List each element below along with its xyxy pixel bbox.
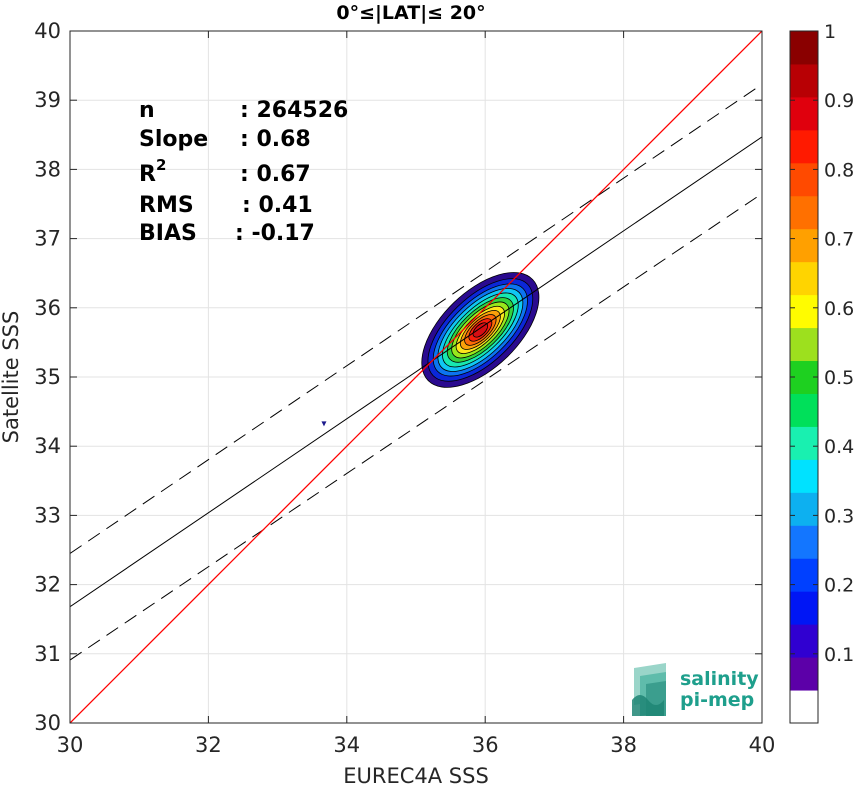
fit-line bbox=[70, 136, 762, 608]
identity-line bbox=[70, 31, 762, 723]
y-tick-label: 30 bbox=[34, 711, 61, 735]
colorbar-tick-label: 0.8 bbox=[824, 159, 854, 181]
colorbar-tick-label: 0.6 bbox=[824, 298, 854, 320]
x-tick-label: 40 bbox=[749, 733, 776, 757]
colorbar-segment bbox=[790, 558, 818, 592]
colorbar-segment bbox=[790, 261, 818, 296]
y-tick-label: 34 bbox=[34, 434, 61, 458]
y-tick-label: 31 bbox=[34, 642, 61, 666]
y-axis-label: Satellite SSS bbox=[0, 311, 23, 444]
colorbar-segment bbox=[790, 393, 818, 427]
colorbar-tick-label: 0.2 bbox=[824, 575, 854, 597]
stat-label: n bbox=[139, 98, 155, 123]
y-tick-label: 38 bbox=[34, 157, 61, 181]
logo-text-line2: pi-mep bbox=[680, 689, 754, 711]
colorbar-segment bbox=[790, 624, 818, 658]
colorbar-segment bbox=[790, 63, 818, 98]
fit-upper-dashed-line bbox=[70, 83, 762, 554]
stat-value: : 264526 bbox=[240, 98, 348, 123]
y-tick-label: 32 bbox=[34, 573, 61, 597]
grid bbox=[70, 31, 762, 723]
colorbar-segment bbox=[790, 525, 818, 559]
colorbar-tick-label: 0.1 bbox=[824, 644, 854, 666]
x-tick-label: 30 bbox=[57, 733, 84, 757]
x-tick-label: 36 bbox=[472, 733, 499, 757]
x-tick-label: 34 bbox=[333, 733, 360, 757]
wave-logo-icon bbox=[632, 663, 666, 716]
colorbar-segment bbox=[790, 426, 818, 460]
y-tick-label: 35 bbox=[34, 365, 61, 389]
stat-label: Slope bbox=[139, 127, 208, 152]
colorbar-segment bbox=[790, 228, 818, 263]
stat-value: : 0.41 bbox=[242, 193, 313, 218]
stat-value: : -0.17 bbox=[235, 221, 315, 246]
axis-ticks: 30 32 34 36 38 40 30 31 32 33 34 35 36 37 38 39 40 bbox=[34, 19, 775, 757]
colorbar-segment bbox=[790, 294, 818, 329]
x-tick-label: 32 bbox=[195, 733, 222, 757]
logo-text-line1: salinity bbox=[680, 668, 759, 690]
colorbar-segment bbox=[790, 657, 818, 691]
colorbar-segment bbox=[790, 195, 818, 230]
salinity-pi-mep-logo: salinity pi-mep bbox=[632, 663, 759, 716]
y-tick-label: 37 bbox=[34, 227, 61, 251]
colorbar-segment bbox=[790, 31, 818, 65]
stat-value: : 0.67 bbox=[240, 162, 311, 187]
colorbar-tick-label: 1 bbox=[824, 21, 836, 43]
colorbar-tick-label: 0.9 bbox=[824, 90, 854, 112]
colorbar-segment bbox=[790, 492, 818, 526]
y-tick-label: 39 bbox=[34, 88, 61, 112]
stat-label: R bbox=[139, 162, 156, 187]
colorbar-segment bbox=[790, 690, 818, 724]
chart-title: 0°≤|LAT|≤ 20° bbox=[336, 2, 485, 24]
colorbar-tick-label: 0.3 bbox=[824, 505, 854, 527]
colorbar-tick-label: 0.4 bbox=[824, 436, 854, 458]
regression-lines bbox=[70, 31, 762, 723]
density-contours bbox=[321, 272, 540, 427]
x-axis-label: EUREC4A SSS bbox=[343, 764, 489, 786]
colorbar-segment bbox=[790, 459, 818, 493]
stat-label: BIAS bbox=[139, 221, 197, 246]
colorbar-tick-label: 0.5 bbox=[824, 367, 854, 389]
stat-label: RMS bbox=[139, 193, 194, 218]
colorbar: 0.1 0.2 0.3 0.4 0.5 0.6 0.7 0.8 0.9 1 bbox=[789, 21, 854, 724]
y-tick-label: 40 bbox=[34, 19, 61, 43]
y-tick-label: 36 bbox=[34, 296, 61, 320]
colorbar-tick-label: 0.7 bbox=[824, 229, 854, 251]
colorbar-segment bbox=[790, 591, 818, 625]
y-tick-label: 33 bbox=[34, 503, 61, 527]
colorbar-segment bbox=[790, 162, 818, 197]
fit-lower-dashed-line bbox=[70, 193, 762, 661]
stat-value: : 0.68 bbox=[240, 127, 311, 152]
statistics-box: n : 264526 Slope : 0.68 R 2 : 0.67 RMS : 0.41 BIA… bbox=[139, 98, 348, 246]
colorbar-segment bbox=[790, 96, 818, 131]
density-outlier-point bbox=[321, 421, 327, 427]
x-tick-label: 38 bbox=[610, 733, 637, 757]
colorbar-segment bbox=[790, 327, 818, 362]
stat-label-superscript: 2 bbox=[156, 156, 166, 174]
colorbar-segment bbox=[790, 129, 818, 164]
